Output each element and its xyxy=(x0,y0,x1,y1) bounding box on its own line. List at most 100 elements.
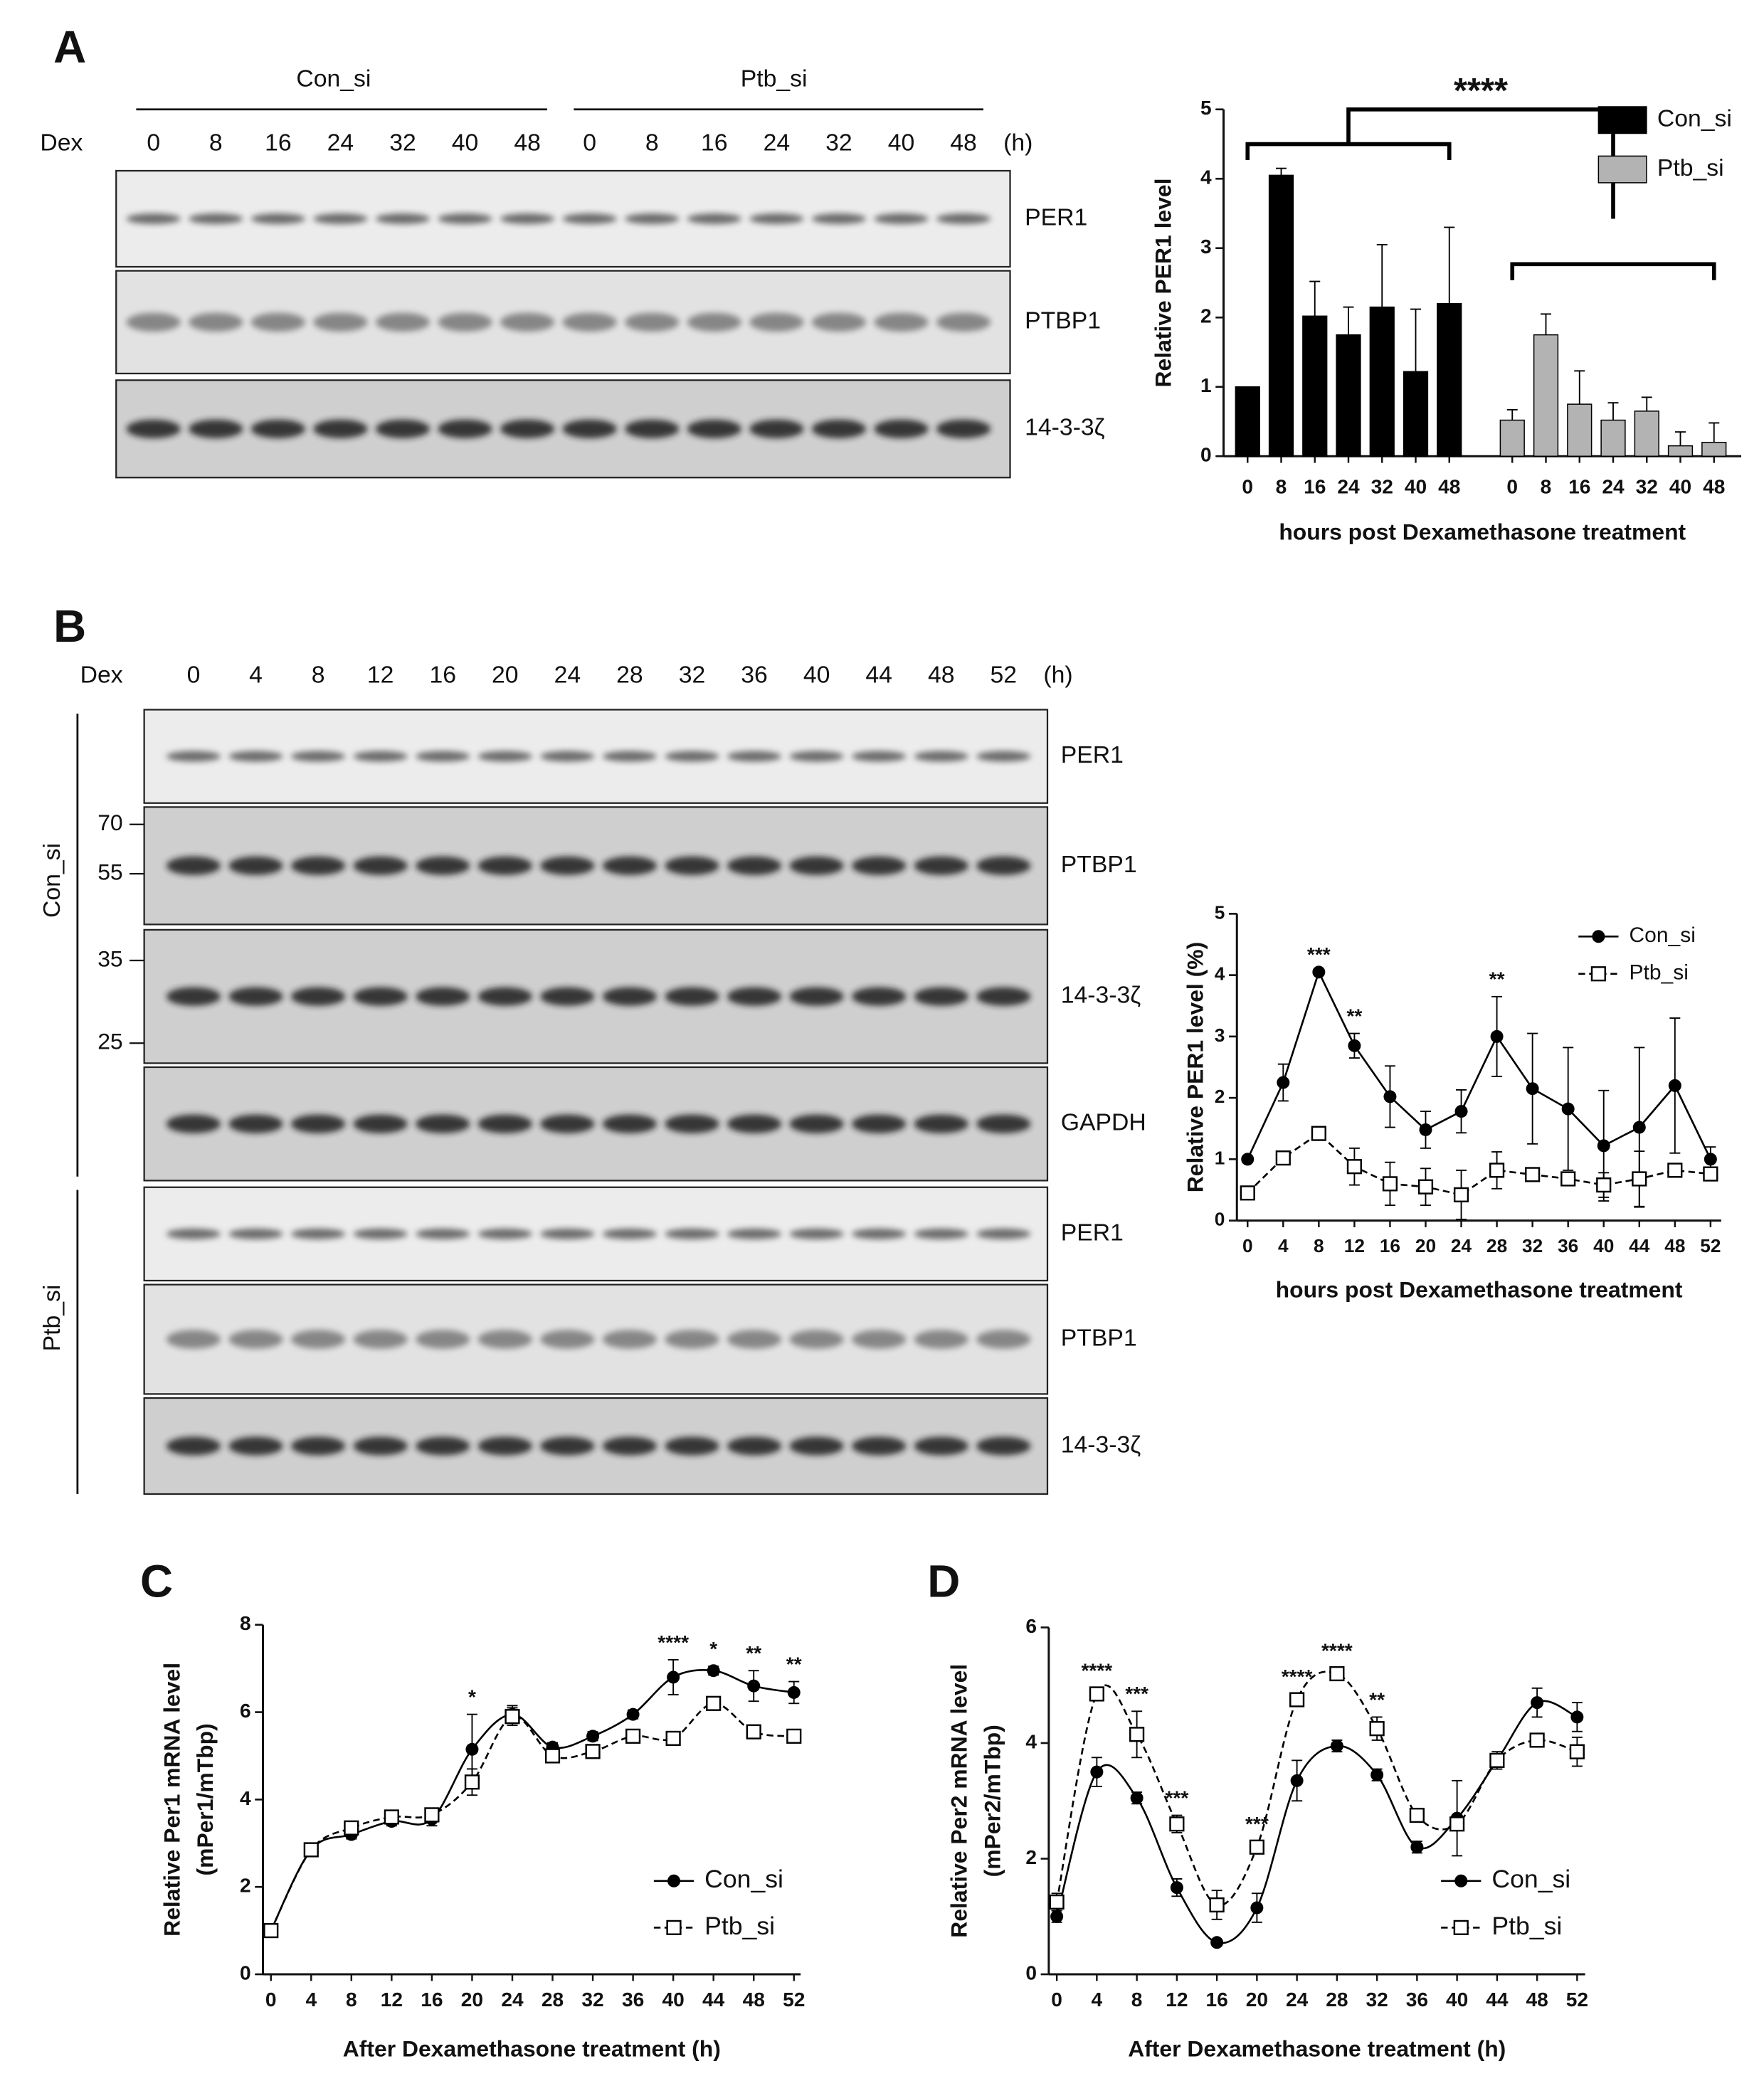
blot-band xyxy=(353,1228,408,1239)
annotation: *** xyxy=(1245,1813,1269,1835)
blot-band xyxy=(914,987,968,1006)
x-tick-label: 12 xyxy=(1166,1989,1188,2011)
bar xyxy=(1235,386,1260,457)
annotation: **** xyxy=(1321,1639,1353,1661)
blot-band xyxy=(727,1436,782,1456)
blot-band xyxy=(375,213,431,224)
data-point xyxy=(1453,1187,1469,1202)
annotation: **** xyxy=(1081,1660,1112,1682)
data-point xyxy=(1209,1897,1225,1913)
legend-label: Con_si xyxy=(1491,1865,1570,1893)
data-point xyxy=(1369,1721,1385,1737)
blot-band xyxy=(540,856,595,875)
y-tick-label: 4 xyxy=(1025,1730,1037,1752)
y-tick-label: 1 xyxy=(1215,1147,1225,1168)
series-line xyxy=(1247,969,1712,1160)
unit-label: (h) xyxy=(1043,662,1072,689)
y-axis-label: (mPer2/mTbp) xyxy=(979,1725,1005,1877)
blot-band xyxy=(375,312,431,332)
x-tick-label: 0 xyxy=(1242,476,1253,498)
x-tick-label: 52 xyxy=(783,1989,805,2011)
blot-band xyxy=(189,312,243,332)
x-tick-label: 4 xyxy=(1278,1235,1289,1256)
data-point xyxy=(585,1744,601,1759)
bar xyxy=(1600,419,1626,457)
x-tick-label: 12 xyxy=(381,1989,403,2011)
blot-band xyxy=(665,1330,719,1349)
blot-band xyxy=(914,1114,968,1133)
blot-band xyxy=(811,213,867,224)
annotation: *** xyxy=(1307,943,1331,965)
blot-band xyxy=(914,1436,968,1456)
x-tick-label: 0 xyxy=(1051,1989,1062,2011)
x-tick-label: 8 xyxy=(1131,1989,1143,2011)
blot-band xyxy=(852,856,907,875)
blot-band xyxy=(562,419,617,438)
blot-band xyxy=(540,1114,595,1133)
data-point xyxy=(1049,1894,1065,1910)
data-point xyxy=(586,1730,600,1743)
bar xyxy=(1369,306,1395,457)
blot-band xyxy=(353,987,408,1006)
blot-band xyxy=(291,1114,346,1133)
row-label: 14-3-3ζ xyxy=(1061,1431,1141,1458)
x-tick-label: 24 xyxy=(501,1989,524,2011)
x-tick-label: 44 xyxy=(1486,1989,1509,2011)
blot-band xyxy=(291,987,346,1006)
data-point xyxy=(1170,1881,1183,1895)
x-tick-label: 12 xyxy=(1344,1235,1365,1256)
blot-band xyxy=(789,751,844,762)
blot-band xyxy=(291,1436,346,1456)
data-point xyxy=(746,1724,761,1740)
blot-band xyxy=(291,856,346,875)
blot-band xyxy=(500,312,555,332)
blot-band xyxy=(540,1228,595,1239)
data-point xyxy=(707,1664,720,1678)
time-label: 0 xyxy=(147,129,160,156)
blot-band xyxy=(852,1114,907,1133)
data-point xyxy=(303,1842,319,1858)
x-tick-label: 24 xyxy=(1286,1989,1309,2011)
data-point xyxy=(1348,1039,1361,1052)
annotation: * xyxy=(468,1686,476,1708)
blot-band xyxy=(789,1436,844,1456)
blot-band xyxy=(976,987,1031,1006)
blot-band xyxy=(416,1436,470,1456)
blot-band xyxy=(727,1228,782,1239)
time-label: 28 xyxy=(616,662,643,689)
blot-band xyxy=(353,1330,408,1349)
x-tick-label: 40 xyxy=(1669,476,1691,498)
data-point xyxy=(1210,1936,1224,1949)
time-label: 4 xyxy=(249,662,263,689)
blot-band xyxy=(228,1228,283,1239)
blot-band xyxy=(936,213,991,224)
x-tick-label: 8 xyxy=(1276,476,1287,498)
legend-label: Con_si xyxy=(1657,105,1732,132)
blot-band xyxy=(727,856,782,875)
blot-band xyxy=(540,751,595,762)
data-point xyxy=(1383,1090,1397,1103)
x-tick-label: 20 xyxy=(1246,1989,1268,2011)
legend-marker xyxy=(1590,966,1606,982)
group-label: Ptb_si xyxy=(38,1285,65,1352)
blot-band xyxy=(166,751,221,762)
blot-band xyxy=(540,987,595,1006)
x-tick-label: 24 xyxy=(1337,476,1360,498)
blot-band xyxy=(874,312,929,332)
blot-band xyxy=(625,213,680,224)
x-tick-label: 0 xyxy=(265,1989,277,2011)
blot-band xyxy=(749,419,804,438)
x-tick-label: 20 xyxy=(461,1989,483,2011)
x-tick-label: 8 xyxy=(346,1989,357,2011)
row-label: PER1 xyxy=(1061,741,1124,768)
annotation: **** xyxy=(1282,1666,1313,1688)
data-point xyxy=(344,1820,359,1836)
blot-band xyxy=(166,1114,221,1133)
blot-band xyxy=(126,213,181,224)
data-point xyxy=(625,1728,641,1744)
blot-band xyxy=(375,419,431,438)
data-point xyxy=(544,1748,561,1764)
data-point xyxy=(1597,1139,1610,1153)
data-point xyxy=(1409,1807,1425,1823)
